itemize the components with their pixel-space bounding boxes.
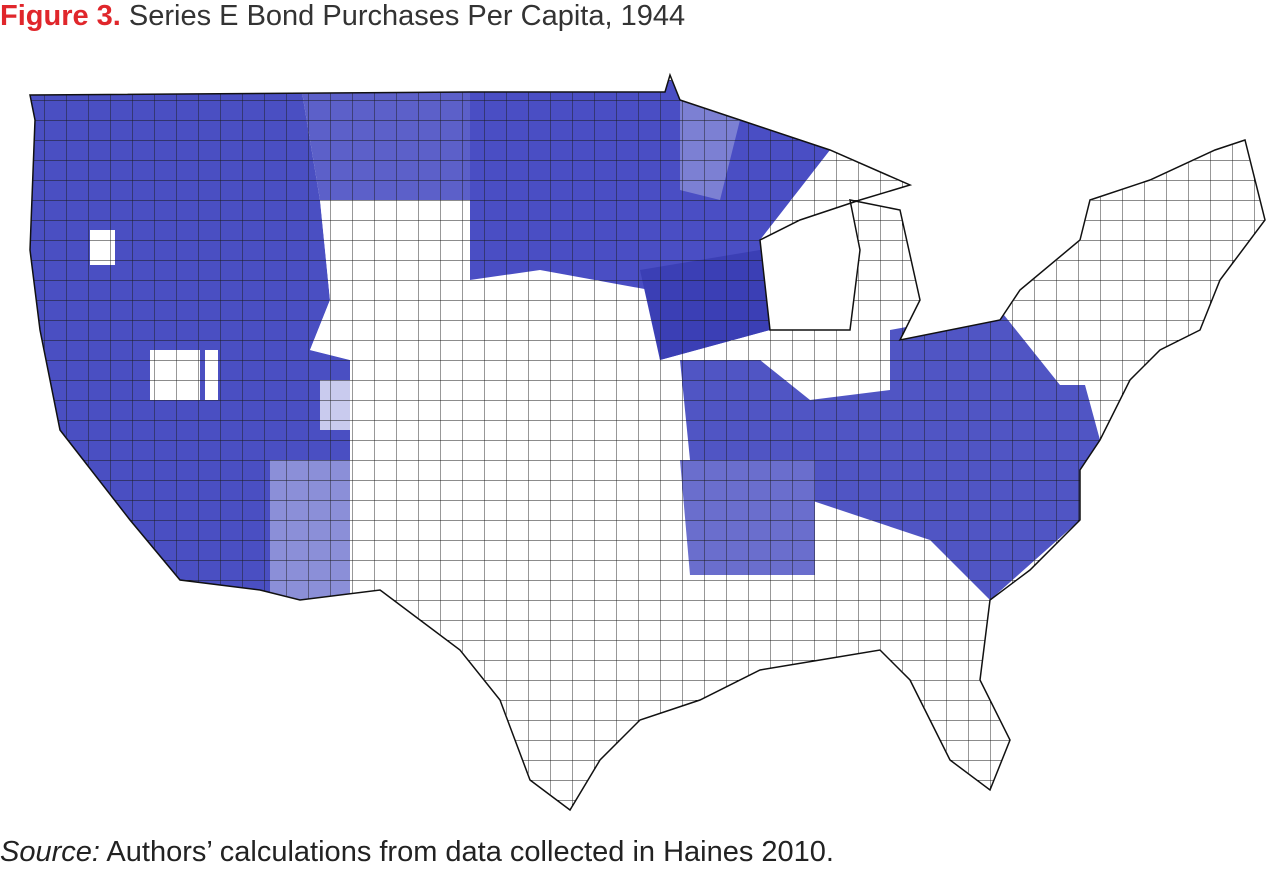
figure-label: Figure 3. [0,0,121,32]
source-note: Source: Authors’ calculations from data … [0,836,834,869]
figure-title: Figure 3. Series E Bond Purchases Per Ca… [0,0,685,33]
county-map [29,74,1266,811]
figure-title-text: Series E Bond Purchases Per Capita, 1944 [128,0,686,32]
source-text: Authors’ calculations from data collecte… [106,836,834,868]
county-lines [30,75,1265,810]
map-regions [30,75,1265,810]
source-label: Source: [0,836,100,868]
